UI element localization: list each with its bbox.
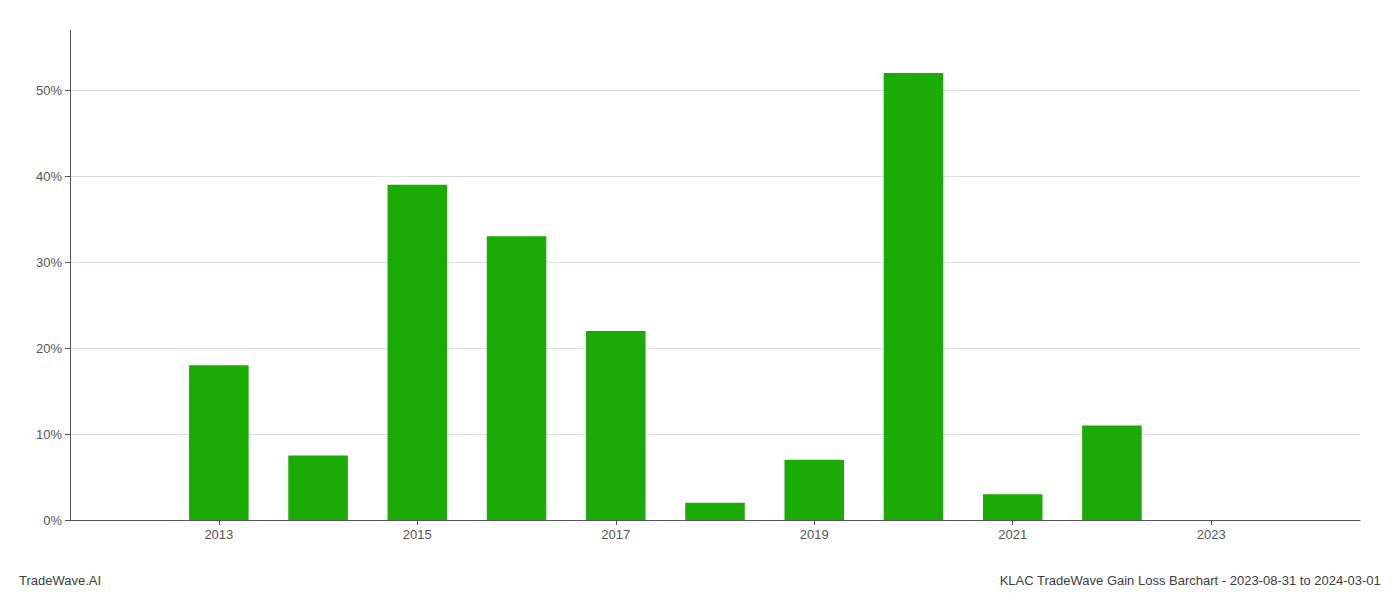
svg-text:0%: 0% — [43, 513, 62, 528]
svg-text:2021: 2021 — [998, 527, 1027, 542]
svg-text:30%: 30% — [36, 255, 62, 270]
svg-text:20%: 20% — [36, 341, 62, 356]
svg-text:2015: 2015 — [403, 527, 432, 542]
svg-text:TradeWave.AI: TradeWave.AI — [19, 573, 101, 588]
svg-text:2017: 2017 — [601, 527, 630, 542]
svg-text:10%: 10% — [36, 427, 62, 442]
svg-text:50%: 50% — [36, 83, 62, 98]
svg-text:40%: 40% — [36, 169, 62, 184]
svg-text:KLAC TradeWave Gain Loss Barch: KLAC TradeWave Gain Loss Barchart - 2023… — [1000, 573, 1381, 588]
svg-text:2023: 2023 — [1197, 527, 1226, 542]
svg-text:2019: 2019 — [800, 527, 829, 542]
svg-text:2013: 2013 — [204, 527, 233, 542]
